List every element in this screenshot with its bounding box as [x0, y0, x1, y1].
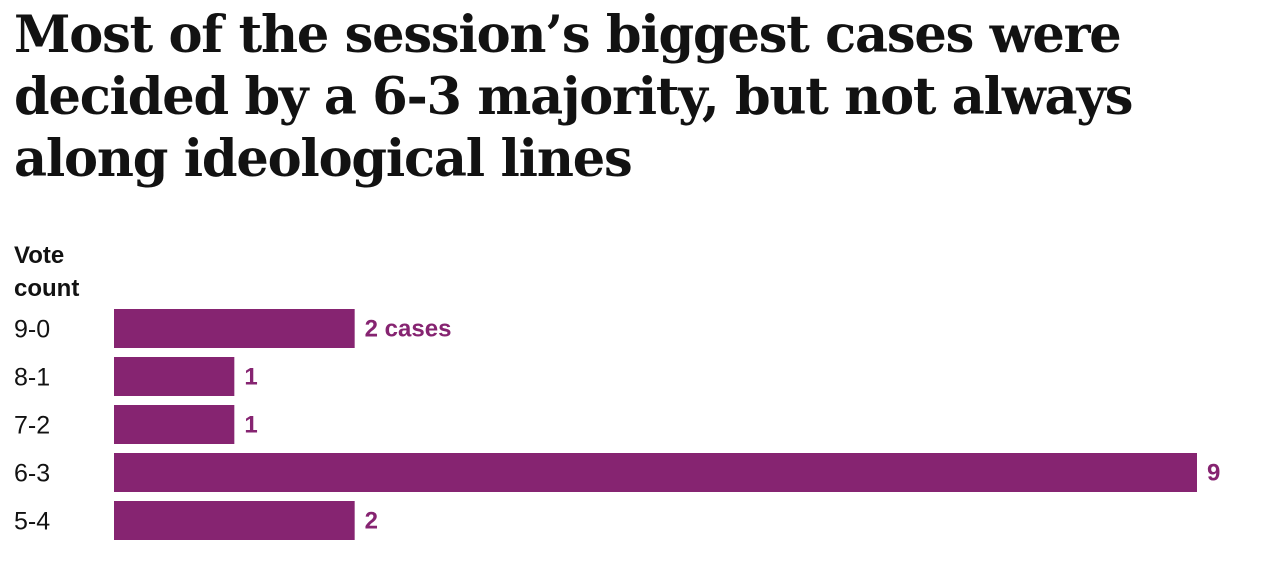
bar: [114, 309, 355, 348]
bars-group: 9-0 2 cases 8-1 1 7-2 1 6-3 9 5-4 2: [14, 309, 1220, 540]
bar: [114, 453, 1197, 492]
bar: [114, 501, 355, 540]
category-label: 7-2: [14, 412, 50, 440]
data-label: 2 cases: [365, 316, 452, 343]
category-label: 9-0: [14, 316, 50, 344]
bar: [114, 405, 235, 444]
data-label: 1: [244, 364, 257, 391]
bar: [114, 357, 235, 396]
data-label: 1: [244, 412, 257, 439]
category-label: 6-3: [14, 460, 50, 488]
category-label: 8-1: [14, 364, 50, 392]
category-label: 5-4: [14, 508, 50, 536]
data-label: 9: [1207, 460, 1220, 487]
y-axis-title: Vote count: [14, 242, 80, 302]
data-label: 2: [365, 508, 378, 535]
chart-title: Most of the session’s biggest cases were…: [14, 5, 1134, 189]
